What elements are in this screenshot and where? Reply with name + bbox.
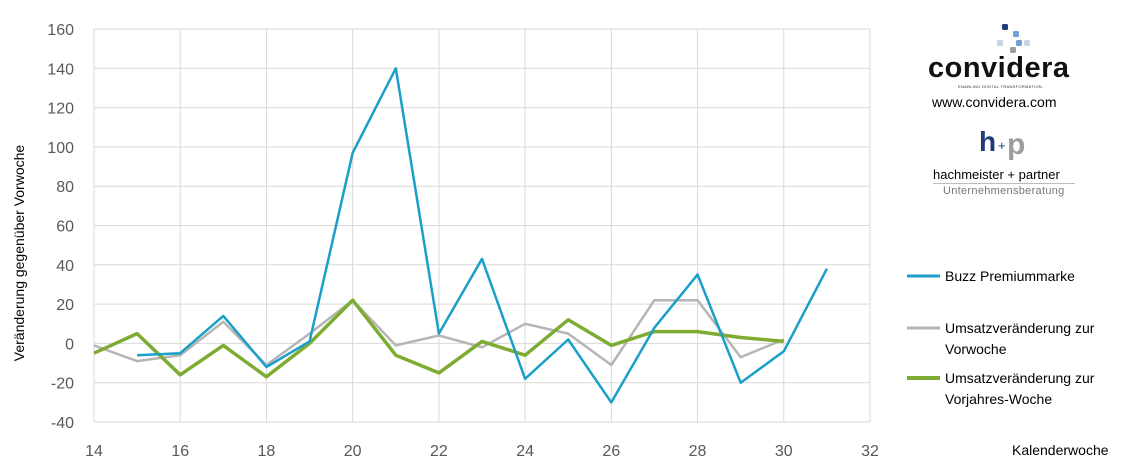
convidera-logo-dots bbox=[997, 24, 1030, 53]
y-tick-label: -20 bbox=[51, 376, 74, 393]
convidera-url[interactable]: www.convidera.com bbox=[932, 94, 1057, 110]
legend-label-2: Vorwoche bbox=[945, 341, 1007, 357]
x-tick-label: 24 bbox=[516, 443, 534, 460]
y-tick-label: 0 bbox=[65, 336, 74, 353]
series-lines bbox=[93, 67, 829, 404]
x-axis-ticks: 14 16 18 20 22 24 26 28 30 32 bbox=[85, 443, 879, 460]
logo-dot bbox=[997, 40, 1003, 46]
legend-label-2: Umsatzveränderung zur bbox=[945, 320, 1095, 336]
y-tick-label: 80 bbox=[56, 179, 74, 196]
x-tick-label: 20 bbox=[344, 443, 362, 460]
chart-legend: Buzz Premiummarke Umsatzveränderung zur Vo… bbox=[907, 268, 1095, 407]
legend-label-1: Buzz Premiummarke bbox=[945, 268, 1075, 284]
convidera-logo: convidera bbox=[928, 52, 1070, 84]
y-tick-label: 60 bbox=[56, 219, 74, 236]
y-tick-label: -40 bbox=[51, 415, 74, 432]
y-tick-label: 140 bbox=[47, 61, 74, 78]
logo-dot bbox=[1016, 40, 1022, 46]
x-tick-label: 32 bbox=[861, 443, 879, 460]
x-tick-label: 14 bbox=[85, 443, 103, 460]
x-tick-label: 18 bbox=[258, 443, 276, 460]
y-axis-label: Veränderung gegenüber Vorwoche bbox=[11, 145, 27, 362]
x-axis-label: Kalenderwoche bbox=[1012, 442, 1109, 458]
convidera-tagline: ENABLING DIGITAL TRANSFORMATION bbox=[958, 84, 1043, 89]
logo-dot bbox=[1013, 31, 1019, 37]
y-tick-label: 20 bbox=[56, 297, 74, 314]
chart-grid bbox=[93, 28, 871, 423]
y-axis-ticks: -40 -20 0 20 40 60 80 100 120 140 160 bbox=[47, 22, 74, 432]
logo-dot bbox=[1024, 40, 1030, 46]
x-tick-label: 16 bbox=[171, 443, 189, 460]
x-tick-label: 26 bbox=[602, 443, 620, 460]
hp-logo-plus: + bbox=[998, 138, 1006, 153]
logo-dot bbox=[1002, 24, 1008, 30]
series-line-2 bbox=[93, 298, 785, 367]
y-tick-label: 120 bbox=[47, 101, 74, 118]
series-line-1 bbox=[137, 67, 829, 404]
y-tick-label: 160 bbox=[47, 22, 74, 39]
x-tick-label: 30 bbox=[775, 443, 793, 460]
hp-logo-p: p bbox=[1007, 128, 1026, 161]
x-tick-label: 28 bbox=[689, 443, 707, 460]
hp-company-name: hachmeister + partner bbox=[933, 167, 1060, 182]
legend-label-3: Vorjahres-Woche bbox=[945, 391, 1052, 407]
y-tick-label: 100 bbox=[47, 140, 74, 157]
legend-label-3: Umsatzveränderung zur bbox=[945, 370, 1095, 386]
y-tick-label: 40 bbox=[56, 258, 74, 275]
hp-divider bbox=[933, 183, 1075, 184]
logo-dot bbox=[1010, 47, 1016, 53]
hp-logo-h: h bbox=[979, 126, 997, 157]
hp-subtitle: Unternehmensberatung bbox=[943, 185, 1065, 197]
x-tick-label: 22 bbox=[430, 443, 448, 460]
series-line-3 bbox=[93, 298, 784, 379]
